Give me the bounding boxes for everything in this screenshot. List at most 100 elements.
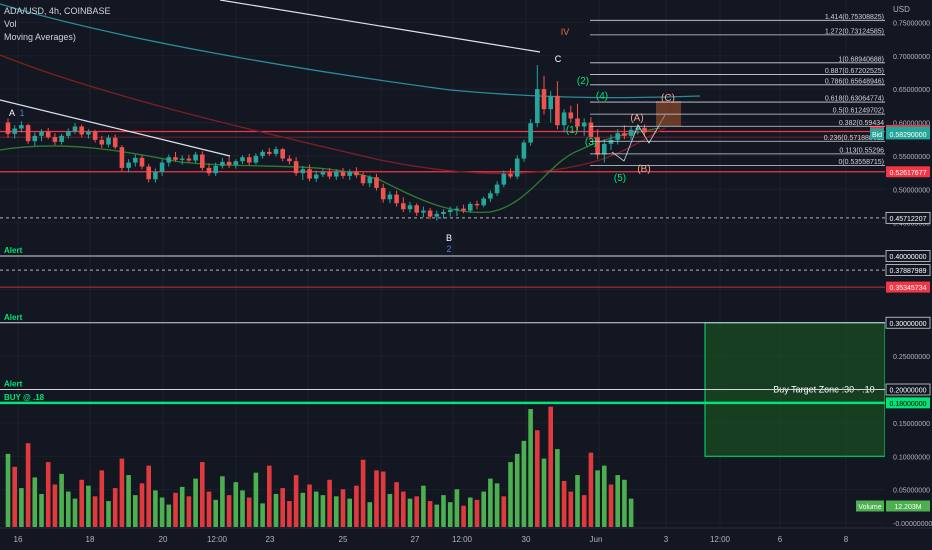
- volume-bar: [39, 493, 44, 527]
- time-label: Jun: [590, 535, 603, 544]
- price-tag: Volume: [858, 504, 881, 511]
- volume-bar: [213, 499, 218, 527]
- time-label: 25: [339, 535, 348, 544]
- candle-body: [521, 142, 527, 159]
- currency-label: USD: [893, 5, 910, 14]
- candle-body: [273, 149, 279, 154]
- candle-body: [555, 95, 560, 126]
- fib-label: 0.5(0.61249702): [833, 108, 884, 115]
- volume-bar: [622, 479, 627, 527]
- candle-body: [635, 127, 641, 130]
- price-label: 0.52617677: [890, 170, 927, 177]
- volume-bar: [354, 485, 359, 527]
- volume-bar: [407, 498, 413, 527]
- wave-label: IV: [561, 27, 570, 37]
- volume-bar: [568, 491, 574, 527]
- candle-body: [59, 135, 64, 142]
- volume-bar: [86, 485, 91, 527]
- volume-bar: [179, 486, 185, 527]
- time-label: 27: [411, 535, 420, 544]
- candle-body: [66, 131, 71, 136]
- volume-bar: [414, 496, 419, 527]
- price-label-box: [885, 316, 931, 329]
- candle-body: [327, 171, 332, 177]
- candle-body: [474, 203, 480, 206]
- candle-body: [441, 211, 446, 214]
- volume-bar: [133, 495, 138, 527]
- candle-body: [407, 205, 413, 210]
- volume-bar: [488, 478, 493, 527]
- alert-label: Alert: [4, 313, 23, 322]
- candle-body: [347, 171, 352, 176]
- candle-body: [421, 210, 426, 213]
- candle-body: [427, 210, 433, 217]
- volume-bar: [32, 477, 38, 527]
- candle-body: [159, 162, 165, 172]
- time-label: 8: [844, 535, 849, 544]
- candle-body: [12, 128, 17, 134]
- wave-labels: A 1 B2 C IV (1) (2) (3) (4) (5) (A) (B) (C): [9, 27, 681, 254]
- volume-bar: [153, 490, 158, 527]
- alert-label: Alert: [4, 380, 23, 389]
- candle-body: [387, 194, 393, 200]
- candle-body: [293, 161, 299, 174]
- volume-bar: [548, 406, 553, 527]
- trend-line-left: [0, 99, 231, 157]
- volume-bar: [260, 503, 265, 527]
- candle-body: [287, 158, 292, 162]
- volume-bar: [367, 502, 373, 527]
- volume-bar: [253, 472, 259, 527]
- volume-bar: [447, 502, 453, 527]
- volume-bar: [588, 452, 594, 527]
- volume-bar: [327, 479, 332, 527]
- price-label-box: [886, 166, 930, 178]
- candle-body: [106, 137, 111, 145]
- price-label: 0.45712207: [890, 216, 927, 223]
- volume-bar: [66, 491, 71, 527]
- volume-bar: [186, 496, 192, 527]
- wave-label: (5): [614, 173, 626, 184]
- time-label: 3: [664, 535, 669, 544]
- legend-vol[interactable]: Vol: [4, 19, 17, 29]
- time-label: 30: [522, 535, 531, 544]
- candles: [5, 65, 647, 221]
- fib-levels: 1.414(0.75308825) 1.272(0.73124585) 1(0.68…: [590, 14, 885, 166]
- fib-label: 0.236(0.571888611: [824, 135, 884, 142]
- chart-legend: ADA/USD, 4h, COINBASE Vol Moving Average…: [4, 5, 111, 44]
- price-tick: 0.50000000: [893, 187, 930, 194]
- candle-body: [360, 175, 366, 184]
- volume-bar: [12, 466, 17, 527]
- volume-bar: [347, 498, 352, 527]
- candle-body: [246, 157, 252, 163]
- volume-bar: [615, 475, 620, 527]
- candle-body: [340, 171, 346, 176]
- wave-label: (A): [630, 113, 643, 124]
- candle-body: [581, 122, 587, 127]
- candle-body: [461, 208, 466, 211]
- candle-body: [253, 155, 259, 163]
- candle-body: [642, 127, 647, 133]
- volume-bar: [387, 493, 393, 527]
- volume-bar: [434, 504, 440, 527]
- fib-label: 0.786(0.65648946): [825, 78, 884, 85]
- volume-bar: [166, 504, 172, 527]
- fib-label: 0(0.53558715): [838, 159, 884, 166]
- price-axis[interactable]: USD 0.75000000 0.70000000 0.65000000 0.60000…: [856, 0, 932, 550]
- legend-symbol[interactable]: ADA/USD, 4h, COINBASE: [4, 6, 111, 16]
- alert-label: BUY @ .18: [4, 393, 45, 402]
- volume-bar: [535, 430, 540, 527]
- price-tag-box: [870, 128, 884, 140]
- candle-body: [602, 143, 607, 155]
- candle-body: [19, 125, 24, 129]
- volume-bar: [146, 465, 151, 527]
- candle-body: [595, 137, 600, 155]
- volume-bar: [5, 453, 11, 527]
- candle-body: [72, 126, 78, 132]
- volume-bar: [92, 496, 98, 527]
- time-axis[interactable]: 16 18 20 12:00 23 25 27 12:00 30 Jun 3 12:00 6 8: [0, 527, 932, 550]
- fib-label: 1.414(0.75308825): [825, 14, 884, 21]
- candle-body: [173, 157, 178, 160]
- volume-bar: [126, 475, 131, 527]
- legend-moving-averages[interactable]: Moving Averages): [4, 32, 76, 42]
